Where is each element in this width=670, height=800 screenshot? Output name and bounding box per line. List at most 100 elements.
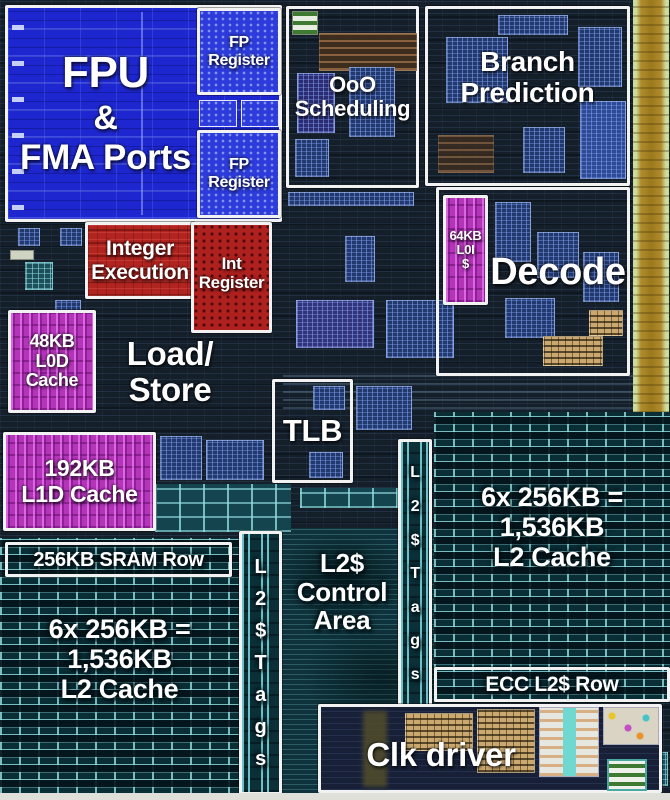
region-clk-driver: Clk driver	[318, 704, 662, 793]
die-texture-block	[345, 236, 375, 282]
label-l0d-cache: Cache	[25, 370, 79, 391]
clk-tan-array	[405, 713, 473, 751]
region-l0i-cache: 64KB L0I $	[443, 195, 488, 305]
clk-circuit-closeup	[539, 707, 599, 777]
die-texture-block	[10, 250, 34, 260]
region-int-register: Int Register	[191, 222, 272, 333]
die-texture-block	[438, 135, 494, 173]
die-texture-block	[523, 127, 565, 173]
label-l2-control-line1: L2$	[320, 548, 364, 579]
tags-letter: a	[255, 684, 266, 706]
label-fpu: FPU	[61, 48, 150, 98]
tags-letter: s	[255, 748, 266, 770]
die-texture-block	[498, 15, 568, 35]
tags-letter: g	[254, 716, 267, 738]
die-texture-block	[386, 300, 454, 358]
die-texture-block	[537, 232, 579, 278]
die-texture-block	[356, 386, 412, 430]
label-scheduling: Scheduling	[294, 96, 411, 121]
label-l0d: L0D	[35, 350, 69, 371]
label-l2-left-line3: L2 Cache	[60, 673, 179, 704]
die-texture-block	[495, 202, 531, 262]
label-l2-left: 6x 256KB = 1,536KB L2 Cache	[0, 610, 239, 710]
label-l0i: L0I	[456, 241, 475, 257]
label-int: Int	[221, 254, 242, 273]
tags-letter: a	[410, 598, 420, 616]
label-fma-ports: FMA Ports	[19, 138, 191, 178]
region-fp-register-top: FP Register	[197, 8, 281, 95]
gold-power-strip	[633, 0, 669, 413]
label-l2-right: 6x 256KB = 1,536KB L2 Cache	[434, 478, 670, 578]
die-texture-block	[446, 37, 508, 103]
label-fp-register: Register	[208, 174, 270, 191]
region-sram-row: 256KB SRAM Row	[5, 542, 232, 577]
region-l2-cache-left	[0, 538, 239, 795]
region-l2-cache-right	[434, 412, 670, 702]
die-texture-block	[349, 67, 395, 137]
tags-letter: T	[410, 565, 420, 583]
die-edge-strip	[0, 793, 670, 800]
fpu-center-line	[140, 12, 143, 215]
tags-letter: T	[254, 652, 267, 674]
clk-smudge	[363, 711, 387, 787]
label-ecc-row: ECC L2$ Row	[485, 672, 619, 696]
fpu-edge-contacts	[12, 18, 24, 210]
die-texture-block	[25, 262, 53, 290]
label-fp-register: FP	[229, 33, 249, 51]
region-integer-execution: Integer Execution	[85, 222, 195, 299]
tags-letter: 2	[255, 588, 266, 610]
label-fpu-amp: &	[93, 98, 118, 137]
die-texture-block	[297, 73, 335, 133]
label-l2-right-line1: 6x 256KB =	[481, 482, 623, 513]
label-l2-left-line2: 1,536KB	[67, 644, 172, 675]
clk-multicolor-block	[603, 707, 659, 745]
label-sram-row: 256KB SRAM Row	[33, 548, 204, 571]
region-load-store: Load/ Store	[95, 332, 245, 412]
region-branch-prediction: Branch Prediction	[425, 6, 630, 186]
die-texture-block	[18, 228, 40, 246]
die-texture-block	[296, 300, 374, 348]
label-execution: Execution	[91, 260, 189, 284]
label-l1d: L1D Cache	[21, 480, 138, 507]
region-ooo-scheduling: OoO Scheduling	[286, 6, 419, 188]
die-texture-block	[589, 310, 623, 336]
label-branch: Branch	[480, 46, 575, 77]
label-l0d-size: 48KB	[29, 330, 75, 351]
die-texture-block	[313, 386, 345, 410]
label-clk-driver: Clk driver	[366, 736, 516, 773]
label-l2-left-line1: 6x 256KB =	[48, 614, 191, 645]
tags-letter: $	[410, 531, 420, 549]
die-texture-block	[583, 252, 619, 302]
die-texture-band	[155, 484, 291, 532]
label-l2-control-line2: Control	[296, 576, 388, 607]
label-l0i-dollar: $	[462, 256, 469, 272]
die-texture-block	[60, 228, 82, 246]
clk-tan-array	[477, 709, 535, 773]
clk-striped-box	[607, 759, 647, 791]
green-marker-block	[292, 11, 318, 35]
label-fp-register: FP	[229, 156, 249, 174]
label-tlb: TLB	[282, 412, 343, 448]
region-l1d-cache: 192KB L1D Cache	[3, 432, 156, 531]
tags-letter: L	[410, 464, 420, 482]
label-l2-control-line3: Area	[313, 605, 371, 636]
die-texture-block	[206, 440, 264, 480]
label-l1d-size: 192KB	[44, 455, 115, 482]
label-store: Store	[128, 371, 212, 408]
tags-letter: 2	[410, 498, 420, 516]
label-l2-right-line2: 1,536KB	[499, 512, 605, 543]
label-integer: Integer	[106, 237, 174, 261]
label-prediction: Prediction	[460, 76, 595, 108]
die-texture-block	[309, 452, 343, 478]
label-l2-right-line3: L2 Cache	[493, 541, 611, 572]
tags-letter: $	[255, 620, 266, 642]
region-l2-tags-right: L 2 $ T a g s	[398, 439, 432, 709]
tags-letter: s	[410, 665, 420, 683]
label-ooo: OoO	[329, 71, 376, 97]
fp-register-array	[241, 100, 279, 127]
label-l2-control: L2$ Control Area	[282, 540, 402, 644]
label-decode: Decode	[490, 251, 626, 293]
die-texture-block	[160, 436, 202, 480]
region-ecc-row: ECC L2$ Row	[434, 667, 670, 702]
